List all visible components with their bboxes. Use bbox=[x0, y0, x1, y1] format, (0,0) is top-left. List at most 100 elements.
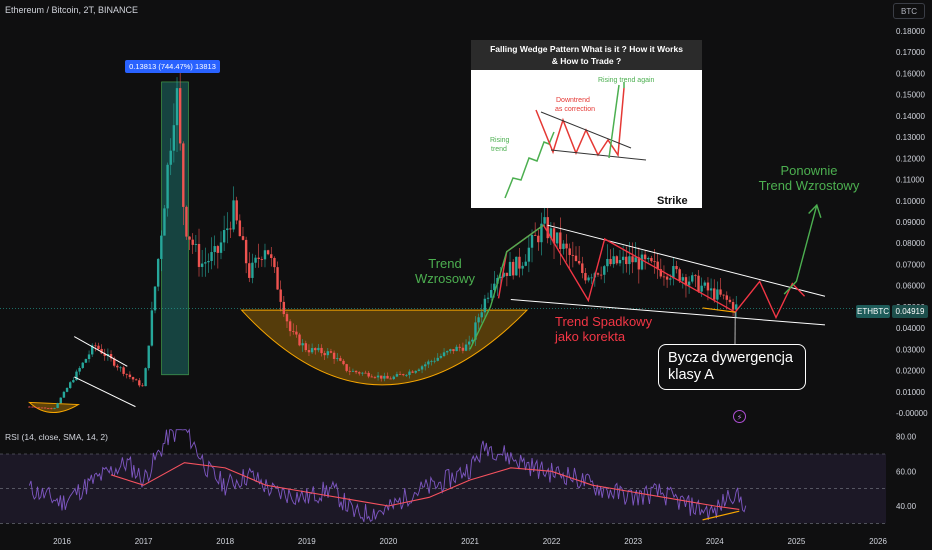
candle-body bbox=[713, 288, 716, 300]
candle-body bbox=[257, 257, 260, 260]
candle-body bbox=[596, 273, 600, 275]
candle-body bbox=[172, 125, 176, 151]
flash-icon[interactable]: ⚡ bbox=[733, 410, 746, 423]
rsi-sma-line bbox=[110, 462, 740, 511]
candle-body bbox=[650, 257, 653, 262]
candle-body bbox=[700, 285, 703, 292]
candle-body bbox=[445, 351, 449, 353]
inset-label-rising-1: Rising bbox=[490, 137, 510, 144]
candle-body bbox=[307, 350, 311, 353]
candle-body bbox=[128, 374, 132, 378]
inset-diagram: Rising trend again Downtrend as correcti… bbox=[490, 77, 688, 207]
y-tick-label: 0.12000 bbox=[896, 154, 925, 163]
candle-body bbox=[414, 370, 417, 373]
candle-body bbox=[511, 261, 515, 276]
candle-body bbox=[244, 239, 248, 264]
candle-body bbox=[160, 235, 163, 259]
candle-body bbox=[40, 407, 44, 409]
candle-body bbox=[373, 377, 377, 378]
candle-body bbox=[197, 243, 201, 267]
candle-body bbox=[182, 143, 185, 207]
candle-body bbox=[417, 369, 421, 371]
y-tick-label: 0.08000 bbox=[896, 239, 925, 248]
candle-body bbox=[226, 228, 229, 231]
candle-body bbox=[263, 250, 267, 260]
candle-body bbox=[571, 255, 575, 256]
candle-body bbox=[112, 358, 116, 366]
candle-body bbox=[603, 266, 606, 275]
price-axis: 0.18000 0.17000 0.16000 0.15000 0.14000 0.130… bbox=[896, 27, 928, 418]
candle-body bbox=[56, 403, 59, 408]
x-tick-label: 2018 bbox=[216, 537, 234, 546]
candle-body bbox=[527, 247, 531, 262]
divergence-callout: Bycza dywergencja klasy A bbox=[658, 344, 806, 390]
y-tick-label: 0.06000 bbox=[896, 282, 925, 291]
candle-body bbox=[276, 267, 279, 290]
candle-body bbox=[222, 230, 226, 243]
candle-body bbox=[75, 371, 78, 381]
candle-body bbox=[424, 364, 427, 367]
candle-body bbox=[47, 408, 50, 409]
candle-body bbox=[119, 367, 122, 369]
candle-body bbox=[314, 348, 317, 351]
rsi-tick-label: 60.00 bbox=[896, 467, 917, 476]
candle-body bbox=[169, 150, 172, 165]
candle-body bbox=[213, 246, 216, 253]
divergence-line-rsi bbox=[702, 510, 740, 521]
green-forecast bbox=[783, 204, 818, 295]
candle-body bbox=[392, 376, 395, 380]
candle-body bbox=[317, 347, 320, 351]
candle-body bbox=[301, 343, 304, 346]
candle-body bbox=[640, 254, 644, 270]
currency-button[interactable]: BTC bbox=[893, 3, 925, 19]
candle-body bbox=[722, 294, 725, 296]
candle-body bbox=[84, 359, 88, 363]
candle-body bbox=[285, 314, 289, 322]
candle-body bbox=[69, 382, 72, 388]
candle-body bbox=[358, 372, 361, 374]
candle-body bbox=[188, 236, 191, 240]
candle-body bbox=[615, 256, 619, 264]
candle-body bbox=[530, 234, 534, 248]
candle-body bbox=[697, 275, 700, 292]
candles bbox=[28, 67, 738, 410]
candle-body bbox=[122, 367, 125, 374]
candle-body bbox=[653, 261, 656, 263]
annotation-trend-up: Trend Wzrosowy bbox=[414, 256, 476, 286]
inset-title-line2: & How to Trade ? bbox=[551, 56, 622, 66]
candle-body bbox=[87, 354, 91, 360]
y-tick-label: 0.07000 bbox=[896, 260, 925, 269]
candle-body bbox=[229, 228, 232, 230]
candle-body bbox=[238, 220, 242, 237]
wedge-upper bbox=[547, 224, 826, 297]
candle-body bbox=[342, 360, 345, 365]
candle-body bbox=[367, 372, 370, 377]
candle-body bbox=[288, 321, 292, 332]
candle-body bbox=[464, 344, 468, 351]
candle-body bbox=[131, 377, 135, 380]
candle-body bbox=[735, 304, 738, 310]
callout-line1: Bycza dywergencja bbox=[668, 350, 793, 366]
candle-body bbox=[716, 289, 719, 300]
price-tag-value: 0.04919 bbox=[892, 305, 928, 318]
candle-body bbox=[345, 364, 348, 371]
candle-body bbox=[725, 295, 728, 300]
candle-body bbox=[204, 262, 207, 264]
candle-body bbox=[442, 352, 446, 357]
candle-body bbox=[728, 299, 732, 303]
inset-title: Falling Wedge Pattern What is it ? How i… bbox=[471, 40, 702, 70]
rsi-tick-label: 80.00 bbox=[896, 433, 917, 442]
candle-body bbox=[216, 246, 220, 253]
candle-body bbox=[339, 358, 342, 361]
candle-body bbox=[628, 256, 631, 265]
price-tag-symbol: ETHBTC bbox=[856, 305, 890, 318]
candle-body bbox=[518, 256, 521, 269]
x-tick-label: 2024 bbox=[706, 537, 724, 546]
candle-body bbox=[298, 334, 301, 346]
candle-body bbox=[684, 277, 688, 286]
x-tick-label: 2022 bbox=[543, 537, 561, 546]
candle-body bbox=[549, 228, 553, 239]
candle-body bbox=[672, 266, 675, 279]
candle-body bbox=[687, 281, 691, 286]
candle-body bbox=[97, 345, 100, 349]
